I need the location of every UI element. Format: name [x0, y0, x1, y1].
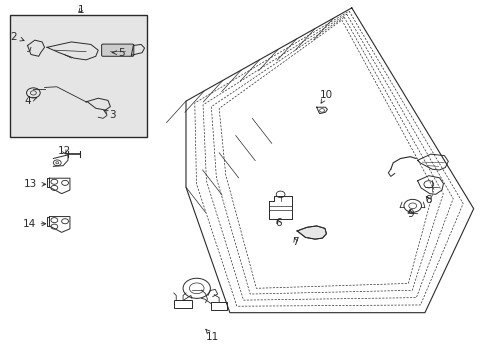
Text: 10: 10 [319, 90, 332, 103]
Text: 11: 11 [205, 329, 219, 342]
Bar [10, 15, 147, 137]
Text: 2: 2 [11, 32, 24, 41]
Text: 8: 8 [425, 195, 431, 205]
Text: 1: 1 [78, 5, 84, 15]
Bar [211, 302, 226, 310]
Text: 6: 6 [275, 218, 282, 228]
Text: 3: 3 [103, 111, 116, 121]
Text: 13: 13 [24, 179, 46, 189]
Bar [173, 301, 192, 309]
Text: 14: 14 [22, 219, 46, 229]
Text: 9: 9 [406, 209, 413, 219]
Text: 7: 7 [292, 237, 298, 247]
Polygon shape [297, 226, 326, 239]
Text: 5: 5 [112, 48, 124, 58]
Text: 4: 4 [24, 96, 37, 106]
Text: 12: 12 [58, 145, 71, 156]
FancyBboxPatch shape [102, 44, 134, 56]
